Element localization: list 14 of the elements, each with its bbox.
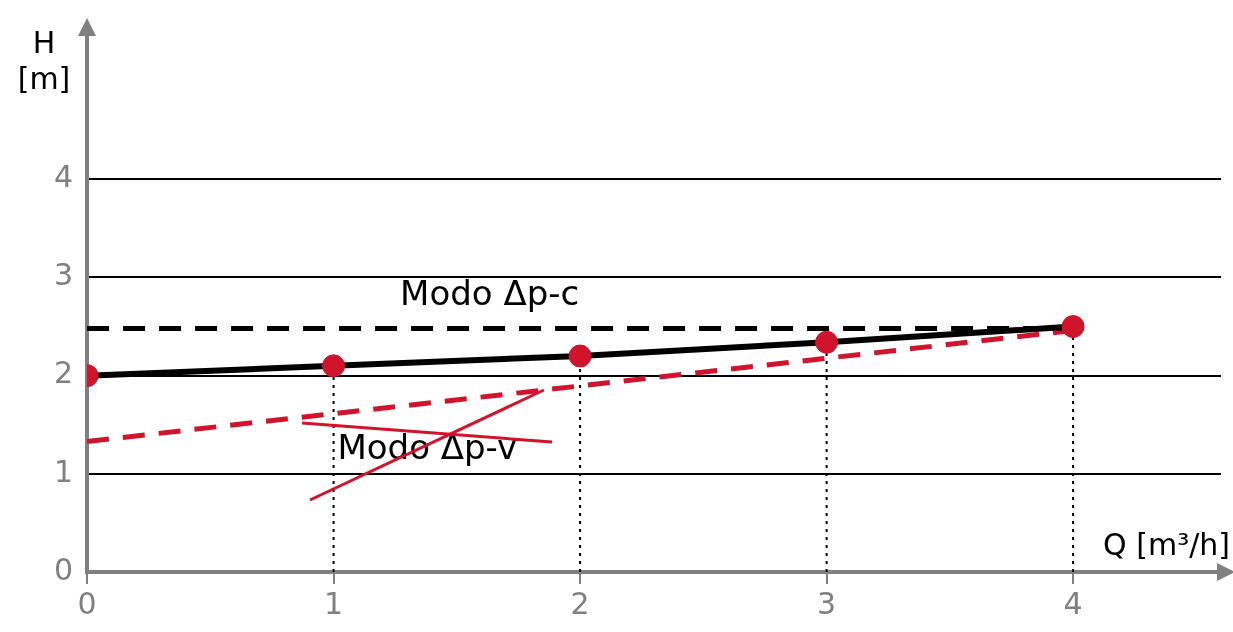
y-axis-title: H [m] xyxy=(17,24,71,96)
annotation: Modo Δp-v xyxy=(337,427,518,468)
y-tick-label: 0 xyxy=(53,551,74,587)
y-tick-label: 4 xyxy=(53,159,74,195)
y-tick-label: 1 xyxy=(53,453,74,489)
x-tick-label: 0 xyxy=(77,585,97,621)
annotation: Modo Δp-c xyxy=(400,273,580,314)
y-tick-label: 2 xyxy=(53,355,74,391)
x-tick-label: 4 xyxy=(1063,585,1083,621)
y-tick-label: 3 xyxy=(53,257,74,293)
x-tick-label: 1 xyxy=(324,585,344,621)
x-tick-label: 2 xyxy=(570,585,590,621)
x-axis-title: Q [m³/h] xyxy=(1103,526,1230,562)
x-tick-label: 3 xyxy=(817,585,837,621)
